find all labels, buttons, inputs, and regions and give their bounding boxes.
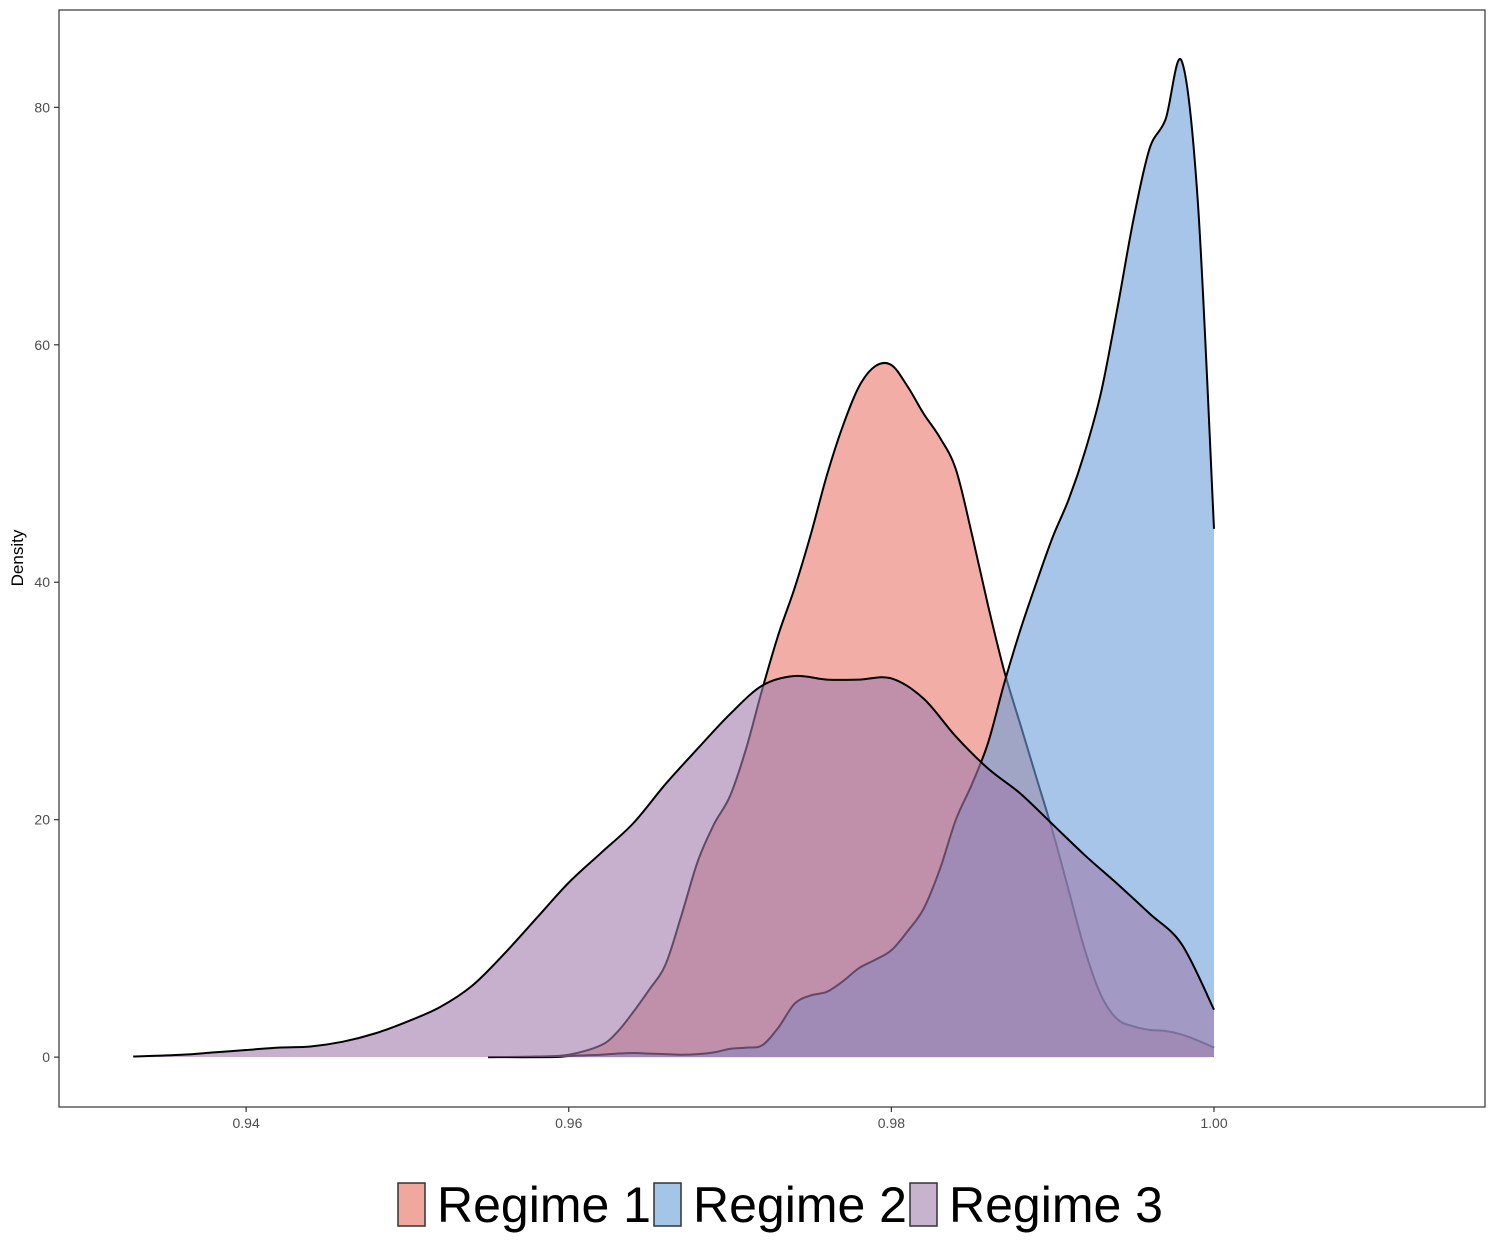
legend-label-regime-3: Regime 3 [949,1177,1163,1233]
y-tick-label: 60 [34,337,50,353]
density-area-regime-3 [133,675,1215,1058]
legend-swatch-regime-2 [653,1182,682,1227]
y-tick-label: 40 [34,574,50,590]
legend-swatch-regime-1 [397,1182,426,1227]
y-axis: 0 20 40 60 80 [34,99,59,1065]
y-axis-title: Density [8,529,27,586]
x-tick-label: 0.98 [878,1115,905,1131]
legend: Regime 1 Regime 2 Regime 3 [397,1177,1163,1233]
x-tick-label: 0.94 [232,1115,259,1131]
y-tick-label: 20 [34,812,50,828]
x-tick-label: 0.96 [555,1115,582,1131]
legend-item-regime-2: Regime 2 [653,1177,907,1233]
legend-item-regime-3: Regime 3 [909,1177,1163,1233]
y-tick-label: 80 [34,99,50,115]
density-areas [133,57,1215,1059]
legend-label-regime-2: Regime 2 [693,1177,907,1233]
legend-label-regime-1: Regime 1 [437,1177,651,1233]
x-axis: 0.94 0.96 0.98 1.00 [232,1107,1228,1131]
legend-swatch-regime-3 [909,1182,938,1227]
legend-item-regime-1: Regime 1 [397,1177,651,1233]
density-line-regime-3 [133,674,1215,1058]
y-tick-label: 0 [42,1049,50,1065]
x-tick-label: 1.00 [1200,1115,1227,1131]
